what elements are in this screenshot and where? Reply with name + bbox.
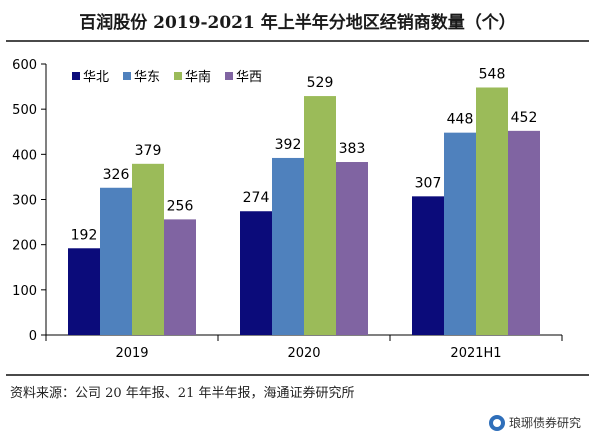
bar	[68, 248, 100, 335]
data-label: 192	[71, 227, 98, 243]
bar	[100, 187, 132, 335]
data-label: 529	[307, 75, 334, 91]
data-label: 274	[243, 190, 270, 206]
bar	[444, 132, 476, 335]
data-label: 379	[135, 143, 162, 159]
legend-swatch	[123, 72, 131, 80]
y-tick-label: 600	[12, 58, 37, 73]
bar	[132, 163, 164, 335]
x-tick-label: 2020	[287, 346, 320, 361]
y-tick-label: 500	[12, 103, 37, 118]
bar	[272, 157, 304, 335]
legend-label: 华南	[185, 69, 211, 85]
data-label: 307	[415, 175, 442, 191]
legend-swatch	[72, 72, 80, 80]
wechat-logo-icon	[488, 414, 505, 431]
x-tick-label: 2021H1	[450, 346, 501, 361]
y-tick-label: 400	[12, 148, 37, 163]
bottom-divider	[6, 374, 589, 376]
watermark: 琅琊债券研究	[488, 414, 581, 431]
data-label: 326	[103, 167, 130, 183]
bar	[164, 219, 196, 335]
data-label: 392	[275, 137, 302, 153]
legend-swatch	[174, 72, 182, 80]
legend-label: 华东	[134, 70, 160, 85]
legend-label: 华西	[236, 70, 262, 85]
bar	[508, 130, 540, 335]
bar	[476, 87, 508, 335]
data-label: 548	[479, 66, 506, 82]
bar	[336, 162, 368, 335]
top-divider	[6, 40, 589, 42]
y-tick-label: 200	[12, 239, 37, 254]
data-label: 383	[339, 141, 366, 157]
y-tick-label: 100	[12, 284, 37, 299]
bar	[304, 96, 336, 336]
chart-title: 百润股份 2019-2021 年上半年分地区经销商数量（个）	[79, 13, 516, 33]
y-tick-label: 300	[12, 194, 37, 209]
legend-swatch	[225, 72, 233, 80]
legend-label: 华北	[83, 70, 109, 85]
data-label: 256	[167, 198, 194, 214]
x-tick-label: 2019	[115, 346, 148, 361]
bar	[412, 196, 444, 335]
source-note: 资料来源：公司 20 年年报、21 年半年报，海通证券研究所	[10, 386, 355, 401]
data-label: 448	[447, 112, 474, 128]
bar	[240, 211, 272, 335]
y-tick-label: 0	[29, 329, 37, 344]
watermark-text: 琅琊债券研究	[508, 416, 581, 430]
data-label: 452	[511, 110, 538, 126]
